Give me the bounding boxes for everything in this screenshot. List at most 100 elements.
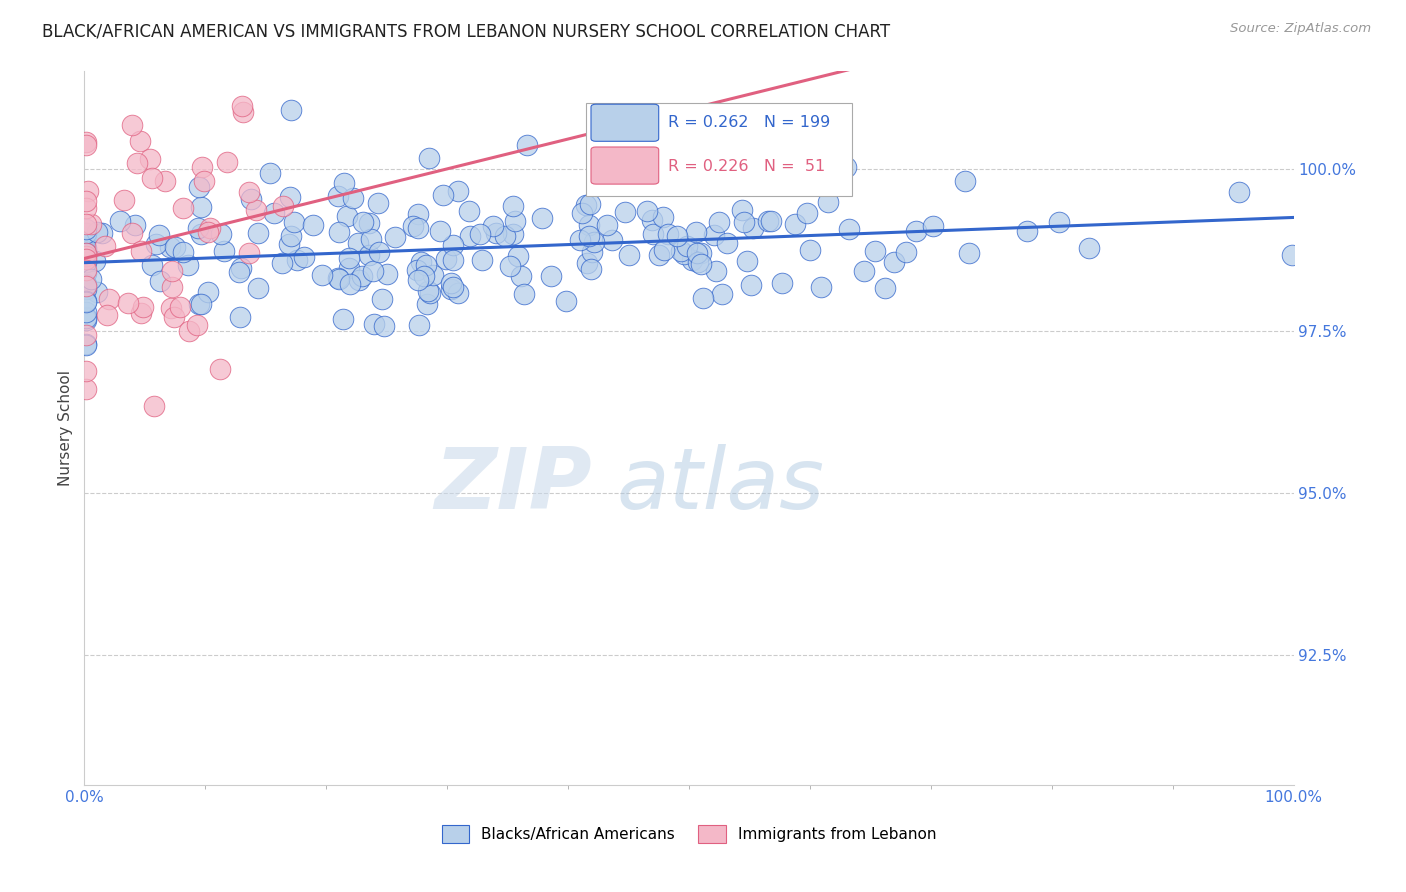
Point (575, 198, 598, 212)
Point (360, 232, 382, 246)
Point (441, 238, 464, 252)
Point (703, 227, 725, 242)
Point (160, 263, 183, 277)
Point (191, 160, 214, 174)
Point (710, 286, 733, 301)
Point (332, 176, 354, 190)
Point (125, 156, 148, 170)
Point (690, 257, 713, 271)
Point (922, 219, 945, 234)
Point (190, 297, 212, 311)
Point (75, 282, 97, 296)
Point (285, 253, 308, 268)
Point (75, 255, 97, 269)
Point (94, 239, 117, 253)
Point (685, 246, 707, 260)
Point (578, 229, 600, 244)
Point (415, 258, 437, 272)
Point (148, 227, 170, 242)
Point (416, 297, 439, 311)
Point (200, 221, 222, 235)
Point (406, 221, 429, 235)
Point (326, 188, 349, 202)
Point (75, 278, 97, 293)
Point (600, 233, 623, 247)
Point (121, 118, 143, 132)
Point (835, 161, 858, 175)
Point (419, 286, 441, 301)
Point (160, 280, 183, 294)
Point (502, 227, 524, 241)
Point (1078, 241, 1101, 255)
Point (384, 230, 406, 244)
Point (75, 252, 97, 266)
Point (735, 254, 758, 268)
Point (817, 195, 839, 210)
Point (707, 215, 730, 229)
Point (516, 137, 538, 152)
Point (357, 216, 380, 230)
Point (129, 134, 152, 148)
Point (75, 246, 97, 260)
Point (669, 244, 692, 258)
Point (75, 364, 97, 378)
Point (75, 263, 97, 277)
Point (143, 399, 166, 413)
Point (141, 258, 163, 272)
Point (689, 245, 711, 260)
Point (409, 255, 432, 269)
Point (799, 243, 821, 257)
Point (75, 338, 97, 352)
Point (75, 311, 97, 326)
Point (683, 156, 706, 170)
Text: R = 0.262   N = 199: R = 0.262 N = 199 (668, 115, 831, 130)
Point (742, 220, 765, 235)
Point (238, 246, 260, 260)
Point (460, 229, 482, 244)
Y-axis label: Nursery School: Nursery School (58, 370, 73, 486)
Point (84, 254, 107, 268)
Point (494, 229, 516, 244)
Point (328, 272, 350, 286)
Point (457, 204, 479, 219)
Point (686, 255, 709, 269)
Point (177, 258, 200, 272)
Point (165, 240, 187, 254)
Point (311, 268, 333, 282)
Point (422, 268, 444, 282)
Point (714, 175, 737, 189)
Point (704, 264, 727, 278)
Point (581, 244, 603, 259)
Point (596, 218, 619, 232)
Point (187, 297, 209, 311)
Point (614, 204, 637, 219)
Point (863, 244, 886, 259)
Point (159, 301, 181, 315)
Point (172, 244, 194, 259)
Point (434, 252, 457, 266)
Point (441, 253, 464, 268)
Point (342, 190, 364, 204)
Point (75, 336, 97, 351)
Point (582, 235, 605, 249)
Point (681, 253, 703, 268)
Point (75, 266, 97, 280)
Point (229, 261, 252, 276)
Point (578, 218, 600, 232)
Point (75, 313, 97, 327)
Point (368, 244, 391, 259)
Point (131, 300, 153, 314)
Point (716, 235, 738, 250)
Point (75, 135, 97, 149)
Point (579, 262, 602, 277)
FancyBboxPatch shape (586, 103, 852, 196)
Point (75, 245, 97, 260)
Point (359, 248, 381, 262)
Point (117, 296, 139, 310)
Point (503, 213, 526, 227)
Point (1281, 248, 1303, 262)
Point (339, 277, 361, 292)
Point (953, 174, 976, 188)
Point (373, 318, 395, 333)
Point (416, 284, 439, 298)
